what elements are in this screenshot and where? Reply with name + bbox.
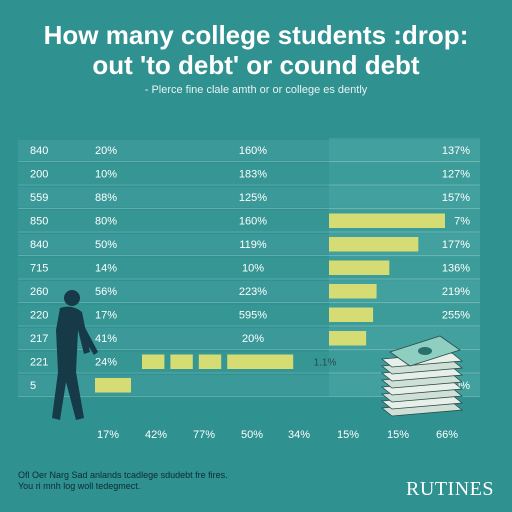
x-tick-label: 42% [145, 429, 167, 441]
row-label: 220 [30, 309, 48, 321]
person-arm [76, 318, 98, 355]
row-value-col3: 160% [239, 215, 267, 227]
bottom-segment [198, 354, 222, 369]
person-silhouette-icon [52, 290, 98, 420]
row-value-col2: 80% [95, 215, 117, 227]
row-label: 715 [30, 262, 48, 274]
bottom-segment [227, 354, 294, 369]
row-value-col3: 183% [239, 168, 267, 180]
table-row [18, 187, 480, 208]
row-value-col2: 41% [95, 333, 117, 345]
x-tick-label: 77% [193, 429, 215, 441]
x-tick-label: 15% [337, 429, 359, 441]
bar [329, 307, 374, 322]
row-value-col3: 125% [239, 192, 267, 204]
money-stack-icon [380, 335, 464, 417]
row-value-col2: 14% [95, 262, 117, 274]
x-tick-label: 50% [241, 429, 263, 441]
footnote-line1: Ofl Oer Narg Sad anlands tcadlege sdudeb… [18, 470, 228, 480]
bar [329, 237, 419, 252]
row-value-col2: 88% [95, 192, 117, 204]
row-value-col2: 56% [95, 286, 117, 298]
table-row [18, 140, 480, 161]
row-value-col4: 137% [442, 145, 470, 157]
row-value-col3: 160% [239, 145, 267, 157]
bar [329, 260, 390, 275]
row-value-col2: 10% [95, 168, 117, 180]
bottom-segment [142, 354, 165, 369]
row-value-col3: 20% [242, 333, 264, 345]
row-value-col3: 595% [239, 309, 267, 321]
row-value-col2: 50% [95, 239, 117, 251]
row-value-col4: 7% [454, 215, 470, 227]
row-value-col3: 10% [242, 262, 264, 274]
x-tick-label: 15% [387, 429, 409, 441]
chart-title: How many college students :drop: out 'to… [0, 20, 512, 80]
bottom-segment [170, 354, 193, 369]
row-value-col4: 136% [442, 262, 470, 274]
row-value-col4: 255% [442, 309, 470, 321]
bar [329, 331, 367, 346]
row-value-col4: 127% [442, 168, 470, 180]
row-value-col4: 177% [442, 239, 470, 251]
row-value-col3: 119% [239, 239, 267, 251]
money-bill-seal [418, 347, 432, 355]
row-label: 850 [30, 215, 48, 227]
row-label: 5 [30, 380, 36, 392]
person-body [52, 306, 90, 420]
row-value-col3: 223% [239, 286, 267, 298]
bottom-value-label: 1.1% [314, 358, 337, 369]
table-row [18, 375, 480, 396]
bar [95, 378, 131, 393]
row-label: 221 [30, 356, 48, 368]
row-label: 840 [30, 239, 48, 251]
bar [329, 284, 377, 299]
row-label: 200 [30, 168, 48, 180]
row-value-col2: 17% [95, 309, 117, 321]
row-value-col4: 157% [442, 192, 470, 204]
person-head [64, 290, 80, 306]
x-tick-label: 34% [288, 429, 310, 441]
footnote: Ofl Oer Narg Sad anlands tcadlege sdudeb… [18, 470, 298, 492]
chart-subtitle: - Plerce fine clale amth or or college e… [144, 84, 368, 96]
brand-logo: RUTINES [406, 478, 494, 500]
chart-title-line1: How many college students :drop: [43, 20, 469, 50]
table-row [18, 163, 480, 184]
row-label: 217 [30, 333, 48, 345]
row-value-col2: 24% [95, 356, 117, 368]
row-label: 840 [30, 145, 48, 157]
row-label: 559 [30, 192, 48, 204]
row-value-col4: 219% [442, 286, 470, 298]
x-tick-label: 66% [436, 429, 458, 441]
row-label: 260 [30, 286, 48, 298]
x-tick-label: 17% [97, 429, 119, 441]
bar [329, 213, 445, 228]
footnote-line2: You ri mnh log woll tedegmect. [18, 481, 141, 491]
row-value-col2: 20% [95, 145, 117, 157]
chart-title-line2: out 'to debt' or cound debt [92, 50, 420, 80]
